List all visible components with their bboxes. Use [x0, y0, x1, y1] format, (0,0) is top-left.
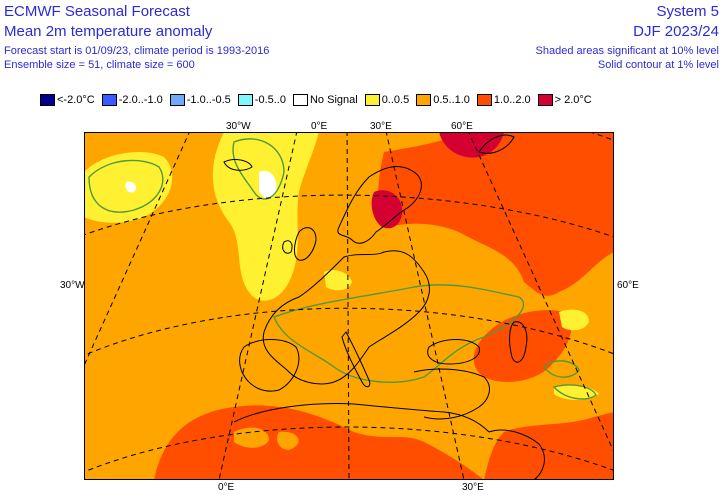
legend-swatch-icon: [537, 94, 553, 106]
legend-label: No Signal: [309, 94, 358, 106]
graticule-label-right-60e: 60°E: [617, 280, 639, 291]
legend-item: > 2.0°C: [537, 94, 592, 106]
anomaly-area-orange-patch: [277, 431, 299, 450]
anomaly-area-red-sahara: [154, 405, 484, 480]
product-title: ECMWF Seasonal Forecast: [4, 3, 190, 20]
significance-note: Shaded areas significant at 10% level: [535, 45, 719, 57]
legend-item: -0.5..0: [237, 94, 286, 106]
anomaly-area-yellow-east: [559, 309, 589, 331]
legend-label: -2.0..-1.0: [118, 94, 163, 106]
legend-swatch-icon: [416, 94, 432, 106]
legend-item: No Signal: [292, 94, 358, 106]
variable-title: Mean 2m temperature anomaly: [4, 23, 213, 40]
graticule-label-bottom-0e: 0°E: [218, 482, 235, 493]
anomaly-map: [84, 132, 614, 480]
legend-label: -0.5..0: [254, 94, 286, 106]
anomaly-area-orange-patch: [234, 427, 269, 448]
legend-label: 0..0.5: [381, 94, 410, 106]
graticule-lines: [84, 132, 614, 480]
anomaly-area-red-northeast: [378, 132, 614, 296]
coastlines: [223, 134, 545, 480]
legend-item: 0..0.5: [364, 94, 410, 106]
anomaly-area-yellow-atlantic: [212, 132, 319, 301]
legend-item: 1.0..2.0: [476, 94, 531, 106]
graticule-label-top-60e: 60°E: [451, 121, 473, 132]
graticule-label-top-30w: 30°W: [226, 121, 251, 132]
legend-swatch-icon: [364, 94, 380, 106]
significance-contour-1pct: [88, 138, 597, 400]
legend-label: > 2.0°C: [554, 94, 592, 106]
anomaly-area-crimson-scandinavia: [371, 190, 403, 229]
legend-swatch-icon: [292, 94, 308, 106]
system-version: System 5: [656, 3, 719, 20]
legend-swatch-icon: [40, 94, 55, 106]
graticule-label-top-0e: 0°E: [311, 121, 328, 132]
legend-label: <-2.0°C: [57, 94, 95, 106]
legend-item: -2.0..-1.0: [101, 94, 163, 106]
graticule-label-bottom-30e: 30°E: [462, 482, 484, 493]
contour-note: Solid contour at 1% level: [597, 59, 719, 71]
anomaly-area-yellow-small: [324, 270, 352, 291]
graticule-label-left-30w: 30°W: [60, 280, 85, 291]
graticule-label-top-30e: 30°E: [370, 121, 392, 132]
legend-item: 0.5..1.0: [416, 94, 470, 106]
legend-swatch-icon: [237, 94, 253, 106]
season-label: DJF 2023/24: [633, 23, 719, 40]
forecast-start-text: Forecast start is 01/09/23, climate peri…: [4, 45, 270, 57]
legend-swatch-icon: [101, 94, 117, 106]
no-signal-area: [125, 181, 137, 193]
legend-swatch-icon: [169, 94, 185, 106]
anomaly-area-red-southeast: [484, 412, 614, 480]
legend-item: -1.0..-0.5: [169, 94, 231, 106]
legend-swatch-icon: [476, 94, 492, 106]
no-signal-area: [259, 170, 277, 199]
legend-label: 1.0..2.0: [493, 94, 531, 106]
anomaly-area-crimson-arctic: [439, 132, 504, 158]
ensemble-size-text: Ensemble size = 51, climate size = 600: [4, 59, 195, 71]
legend-label: 0.5..1.0: [433, 94, 470, 106]
legend: <-2.0°C -2.0..-1.0 -1.0..-0.5 -0.5..0 No…: [40, 93, 599, 107]
map-svg: [84, 132, 614, 480]
legend-item: <-2.0°C: [40, 94, 95, 106]
map-border: [84, 132, 614, 480]
legend-label: -1.0..-0.5: [186, 94, 231, 106]
